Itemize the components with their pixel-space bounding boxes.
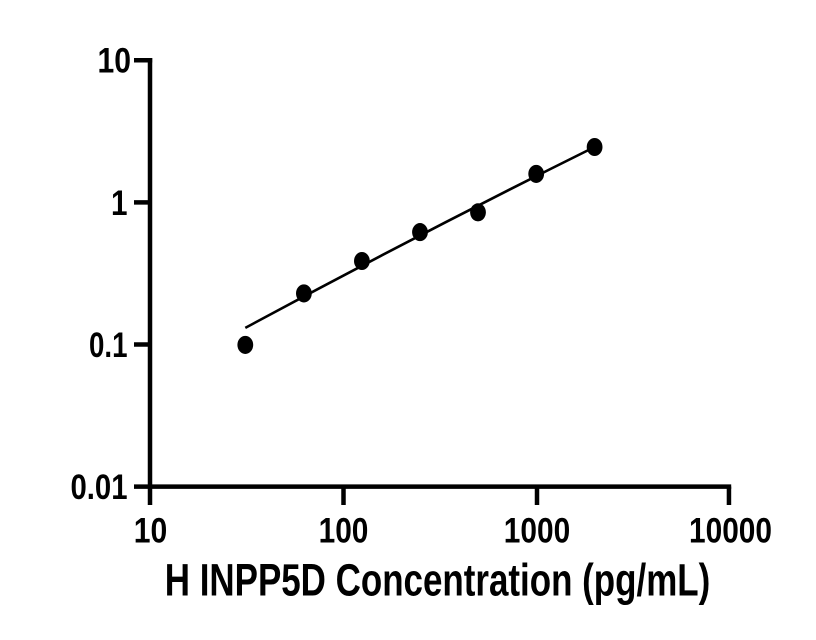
svg-text:0.01: 0.01 bbox=[71, 467, 128, 507]
svg-text:0.1: 0.1 bbox=[89, 325, 128, 365]
svg-text:H INPP5D Concentration (pg/mL): H INPP5D Concentration (pg/mL) bbox=[165, 555, 711, 606]
svg-text:10000: 10000 bbox=[689, 511, 772, 551]
svg-text:1: 1 bbox=[111, 183, 128, 223]
svg-text:1000: 1000 bbox=[504, 511, 570, 551]
svg-text:10: 10 bbox=[98, 41, 132, 81]
svg-text:100: 100 bbox=[319, 511, 369, 551]
svg-text:10: 10 bbox=[134, 511, 168, 551]
